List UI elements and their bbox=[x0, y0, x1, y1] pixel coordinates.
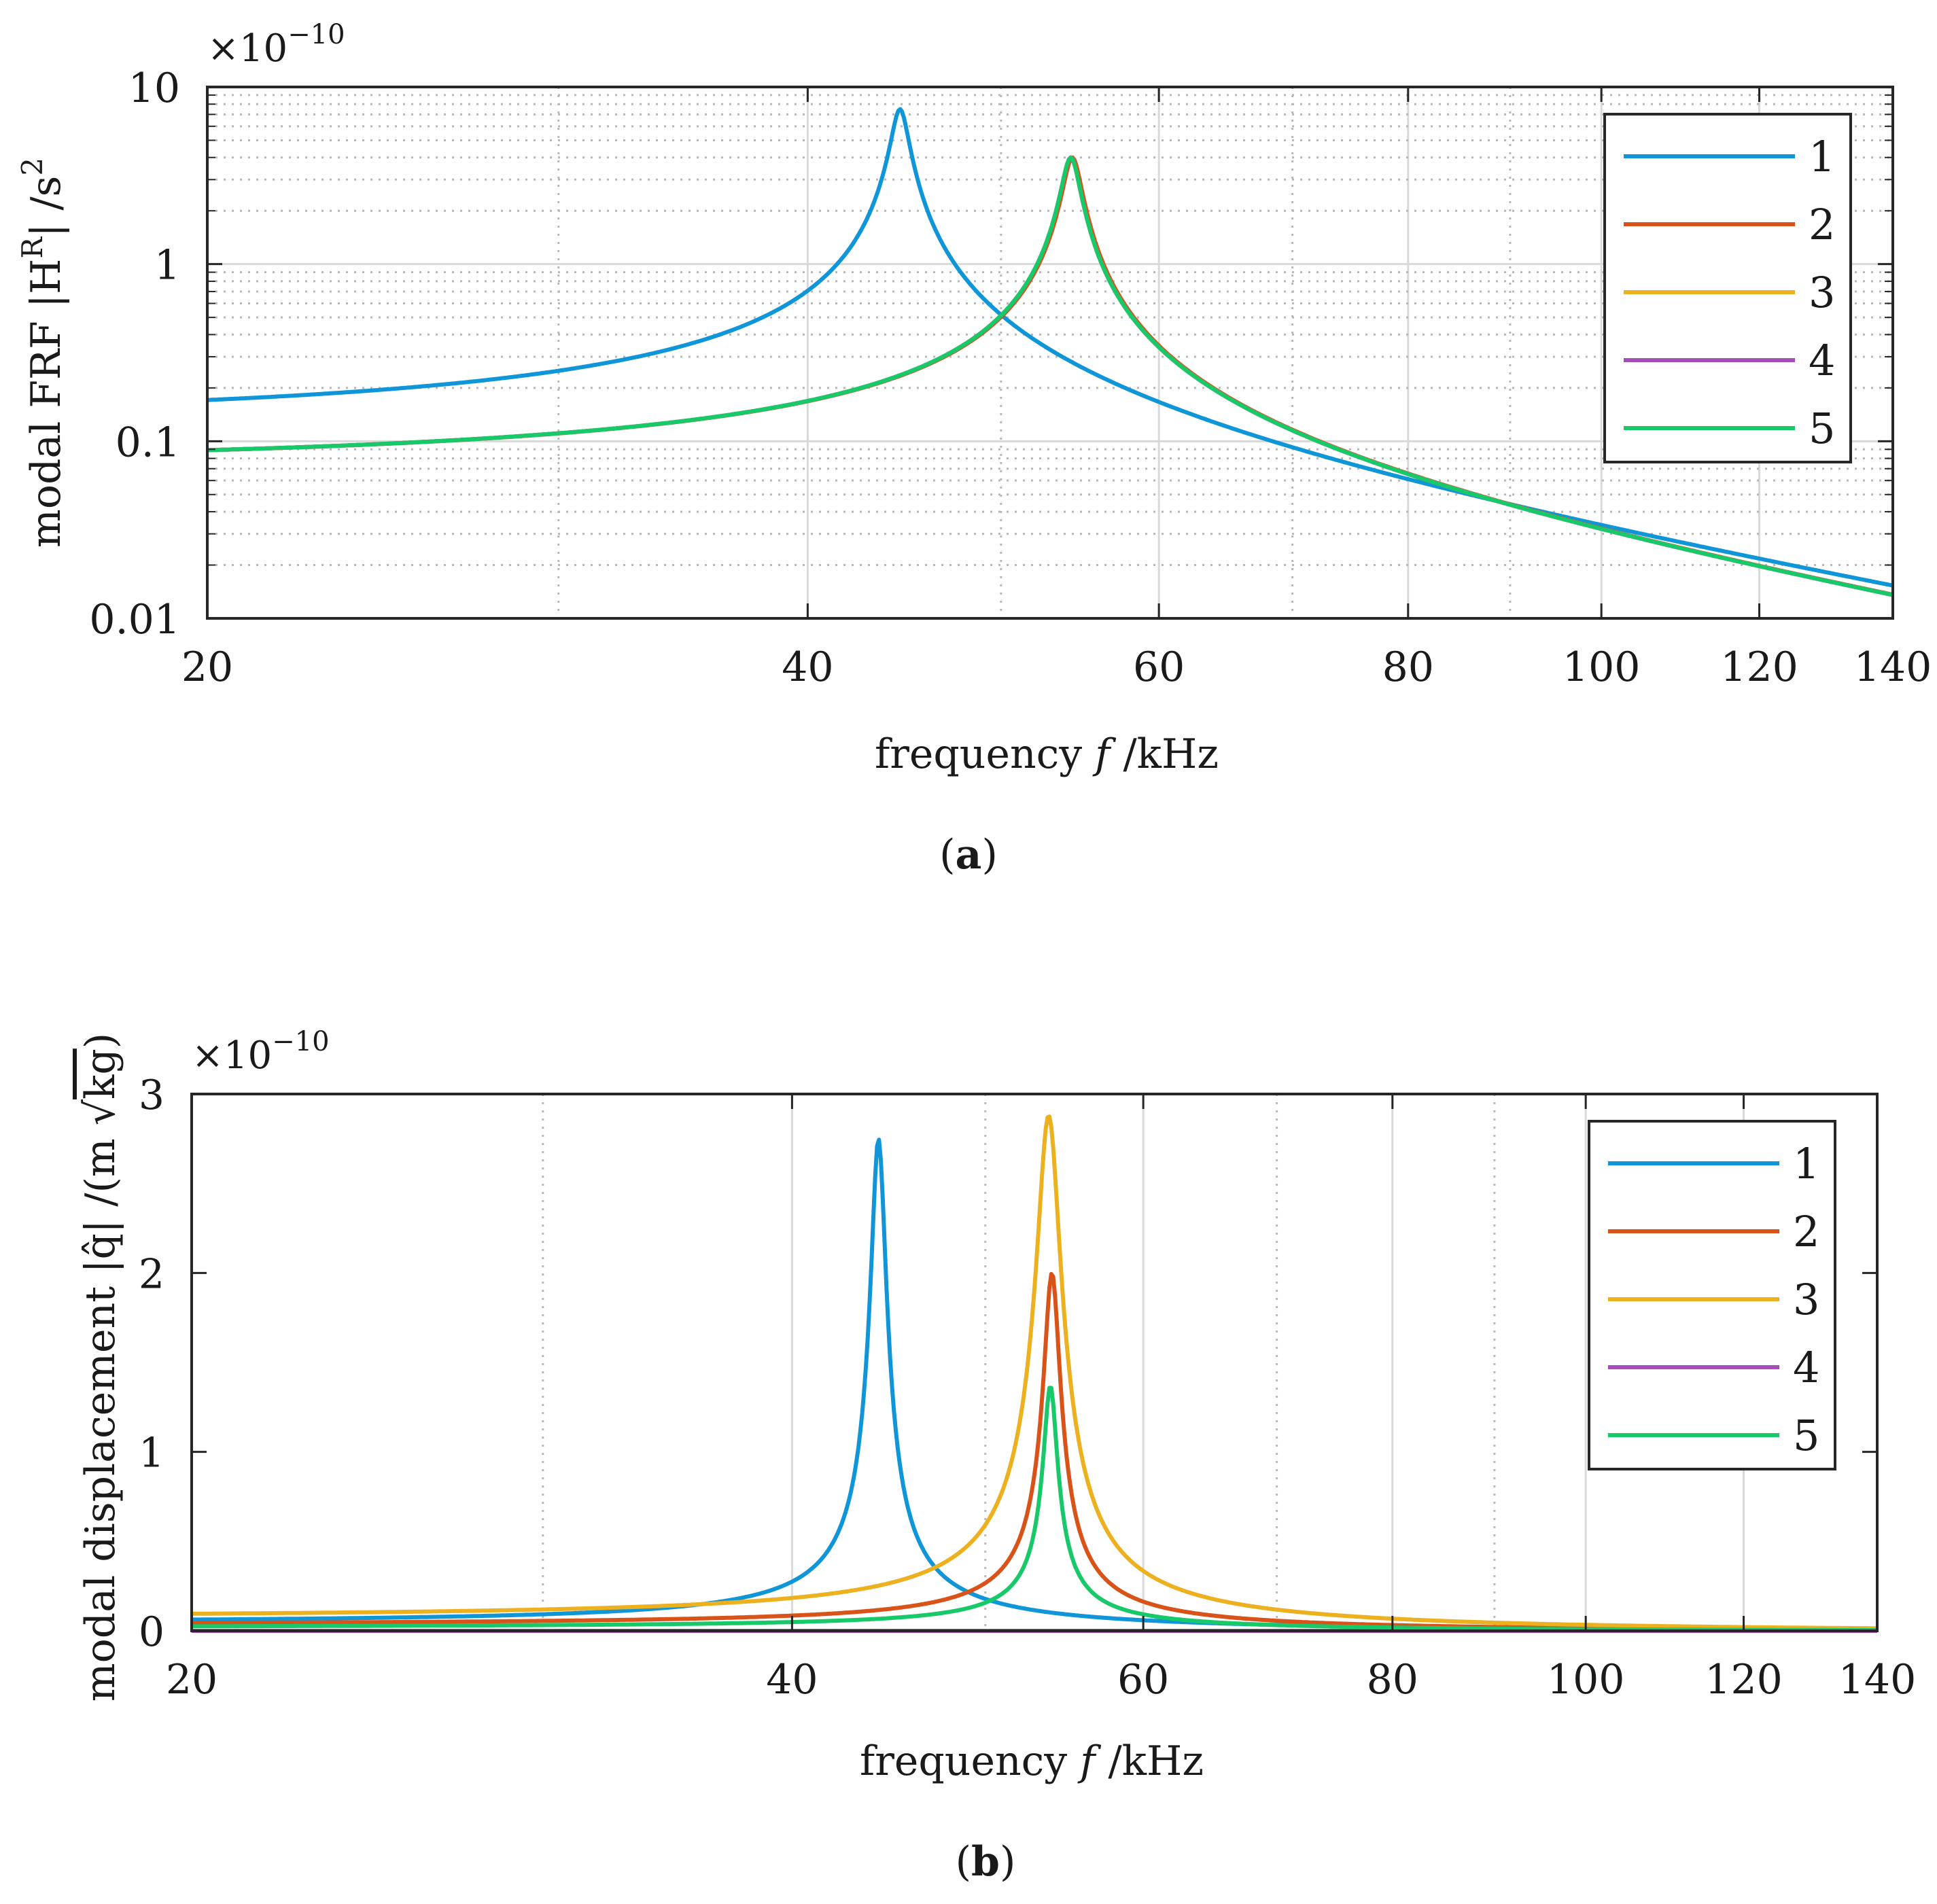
y-tick-label: 0.1 bbox=[116, 419, 180, 466]
y-tick-label: 3 bbox=[139, 1072, 164, 1119]
panel-b: 20 40 60 80 100 120 140 0 1 2 3 ×10−10 frequency f… bbox=[77, 1026, 1916, 1886]
y-tick-label: 2 bbox=[139, 1250, 164, 1298]
x-tick-label: 120 bbox=[1705, 1656, 1783, 1704]
x-tick-label: 100 bbox=[1563, 644, 1641, 691]
x-tick-label: 60 bbox=[1133, 644, 1185, 691]
x-tick-label: 100 bbox=[1547, 1656, 1625, 1704]
legend-label-5: 5 bbox=[1793, 1411, 1819, 1460]
panel-b-ylabel: modal displacement |q̂| /(m √kg) bbox=[77, 1033, 124, 1702]
panel-b-axes-box bbox=[190, 1093, 1879, 1632]
y-tick-label: 0 bbox=[139, 1608, 164, 1656]
series-line-1 bbox=[207, 107, 1894, 588]
panel-a-series bbox=[207, 107, 1894, 597]
panel-a-legend: 1 2 3 4 5 bbox=[1603, 113, 1852, 463]
legend-label-3: 3 bbox=[1809, 268, 1835, 317]
x-tick-label: 40 bbox=[766, 1656, 818, 1704]
series-line-5 bbox=[207, 155, 1894, 597]
panel-b-legend: 1 2 3 4 5 bbox=[1588, 1120, 1836, 1470]
panel-b-ticks: 20 40 60 80 100 120 140 0 1 2 3 bbox=[139, 1072, 1916, 1704]
x-tick-label: 20 bbox=[166, 1656, 217, 1704]
legend-box bbox=[1603, 113, 1852, 463]
y-tick-label: 10 bbox=[128, 65, 180, 112]
panel-a: 20 40 60 80 100 120 140 0.01 0.1 1 10 ×10−10 frequ… bbox=[16, 19, 1932, 879]
panel-b-grid bbox=[542, 1094, 1745, 1631]
x-tick-label: 80 bbox=[1367, 1656, 1418, 1704]
x-tick-label: 60 bbox=[1117, 1656, 1169, 1704]
y-tick-label: 1 bbox=[139, 1430, 164, 1477]
x-tick-label: 80 bbox=[1382, 644, 1434, 691]
panel-b-multiplier: ×10−10 bbox=[192, 1026, 330, 1078]
panel-b-xlabel: frequency f /kHz bbox=[860, 1738, 1204, 1785]
legend-label-3: 3 bbox=[1793, 1275, 1819, 1324]
legend-box bbox=[1588, 1120, 1836, 1470]
x-tick-label: 20 bbox=[181, 644, 233, 691]
legend-label-5: 5 bbox=[1809, 404, 1835, 453]
x-tick-label: 40 bbox=[782, 644, 833, 691]
legend-label-2: 2 bbox=[1809, 200, 1835, 249]
panel-a-ticks: 20 40 60 80 100 120 140 0.01 0.1 1 10 bbox=[89, 65, 1932, 691]
y-tick-label: 1 bbox=[154, 242, 180, 289]
panel-a-caption: (a) bbox=[939, 831, 998, 879]
panel-a-axes-box bbox=[206, 86, 1894, 620]
legend-label-1: 1 bbox=[1793, 1139, 1819, 1188]
legend-label-4: 4 bbox=[1793, 1343, 1819, 1392]
panel-a-xlabel: frequency f /kHz bbox=[875, 730, 1219, 778]
x-tick-label: 140 bbox=[1854, 644, 1932, 691]
panel-a-multiplier: ×10−10 bbox=[207, 19, 345, 71]
legend-label-4: 4 bbox=[1809, 336, 1835, 385]
panel-a-ylabel: modal FRF |HR| /s2 bbox=[16, 158, 70, 548]
y-tick-label: 0.01 bbox=[89, 596, 180, 644]
x-tick-label: 140 bbox=[1838, 1656, 1917, 1704]
x-tick-label: 120 bbox=[1720, 644, 1798, 691]
series-line-5 bbox=[191, 1386, 1878, 1632]
legend-label-1: 1 bbox=[1809, 132, 1835, 181]
panel-b-caption: (b) bbox=[956, 1838, 1016, 1886]
series-line-3 bbox=[191, 1114, 1878, 1631]
legend-label-2: 2 bbox=[1793, 1207, 1819, 1256]
